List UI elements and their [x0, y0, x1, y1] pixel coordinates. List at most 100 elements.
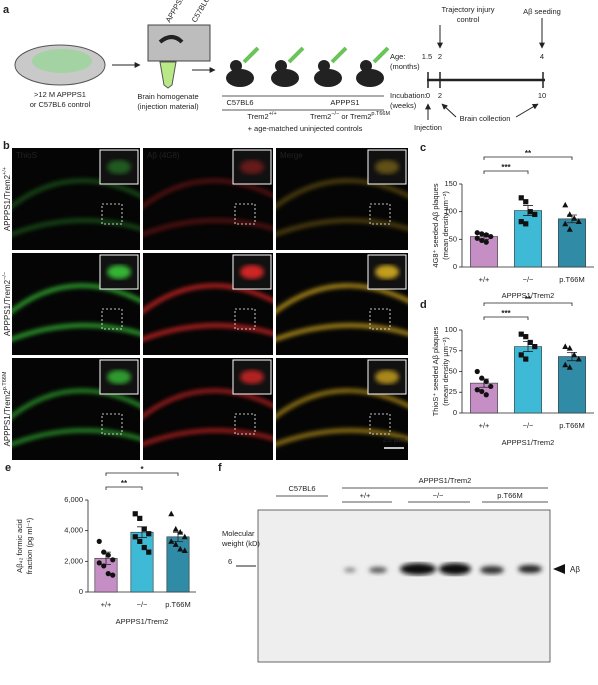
- lane-label: p.T66M: [497, 491, 522, 500]
- lane-label: −/−: [433, 491, 444, 500]
- bar: [558, 218, 586, 268]
- band-arrow: [553, 564, 565, 574]
- significance-bracket: [483, 170, 529, 174]
- lane-group-label: APPPS1/Trem2: [419, 476, 472, 485]
- blot-bands: [344, 563, 542, 575]
- significance-bracket: [483, 156, 573, 160]
- inset-stain: [240, 160, 264, 174]
- y-axis-label-line: ThioS⁺ seeded Aβ plaques: [431, 326, 440, 416]
- panel-b: b ThioS Aβ (4G8) MergeAPPPS1/Trem2+/+APPPS…: [2, 140, 408, 460]
- data-point: [483, 239, 489, 245]
- mice: [226, 46, 390, 87]
- data-point: [518, 195, 524, 201]
- homogenate-label: (injection material): [137, 102, 199, 111]
- blot-inset: [147, 24, 211, 62]
- row-label: APPPS1/Trem2p.T66M: [2, 371, 12, 446]
- blot-label: C57BL6: [190, 0, 211, 24]
- data-point: [101, 549, 107, 555]
- data-point: [523, 356, 529, 362]
- y-tick-label: 100: [444, 325, 457, 334]
- row-label-sup: +/+: [2, 167, 8, 175]
- significance-label: ***: [501, 309, 511, 318]
- zoom-box: [369, 203, 391, 225]
- timeline-label: Incubation:: [390, 91, 427, 100]
- y-axis-label: Aβ₄₂ formic acidfraction (pg ml⁻¹): [15, 517, 34, 574]
- stain-band: [276, 284, 408, 314]
- stain: [143, 389, 273, 446]
- data-point: [168, 510, 175, 517]
- timeline-label: (months): [390, 62, 420, 71]
- data-point: [566, 345, 573, 351]
- panel-letter: b: [3, 140, 10, 152]
- micrograph: [12, 253, 140, 355]
- data-point: [132, 534, 138, 540]
- y-tick-label: 0: [79, 587, 83, 596]
- week-tick: 2: [438, 91, 442, 100]
- y-tick-label: 50: [449, 366, 457, 375]
- inset-stain: [240, 265, 264, 279]
- x-tick-label: p.T66M: [165, 600, 190, 609]
- stain: [276, 389, 408, 446]
- data-point: [137, 515, 143, 521]
- row-label-base: APPPS1/Trem2: [3, 390, 12, 447]
- stain-band: [12, 284, 140, 314]
- inset-stain: [375, 160, 399, 174]
- stain: [12, 389, 140, 446]
- y-axis-label-line: 4G8⁺ seeded Aβ plaques: [431, 183, 440, 267]
- data-point: [518, 352, 524, 358]
- source-label: >12 M APPPS1: [34, 90, 86, 99]
- week-tick: 0: [426, 91, 430, 100]
- zoom-box: [101, 203, 123, 225]
- zoom-box: [234, 308, 256, 330]
- blot-label: APPPS1: [164, 0, 186, 24]
- stain: [12, 179, 140, 236]
- stain-band: [143, 428, 273, 446]
- y-tick-label: 0: [453, 262, 457, 271]
- data-point: [527, 339, 533, 346]
- timeline-label: Age:: [390, 52, 405, 61]
- data-point: [96, 560, 102, 566]
- significance-label: ***: [501, 163, 511, 172]
- age-tick: 1.5: [422, 52, 432, 61]
- age-tick: 4: [540, 52, 544, 61]
- data-point: [172, 525, 179, 532]
- bar-chart: e 0 2,000 4,000 6,000 Aβ₄₂ formic acidfractio…: [5, 462, 196, 626]
- bar: [470, 382, 498, 414]
- data-point: [562, 220, 569, 227]
- y-tick-label: 2,000: [64, 556, 83, 565]
- zoom-box: [101, 413, 123, 435]
- x-tick-label: +/+: [479, 421, 490, 430]
- y-axis-label: ThioS⁺ seeded Aβ plaques(mean density µm…: [431, 326, 450, 416]
- stain-band: [276, 389, 408, 419]
- panel-a: a >12 M APPPS1 or C57BL6 control APPPS1 …: [3, 0, 561, 133]
- panel-f: f C57BL6 APPPS1/Trem2 +/+ −/− p.T66M Mol…: [218, 462, 580, 663]
- inset-stain: [107, 265, 131, 279]
- bar: [514, 210, 542, 268]
- stain: [276, 284, 408, 341]
- micrograph: [276, 148, 408, 250]
- significance-bracket: [483, 302, 573, 306]
- x-tick-label: −/−: [137, 600, 148, 609]
- significance-label: **: [525, 295, 532, 304]
- stain: [143, 179, 273, 236]
- controls-label: + age-matched uninjected controls: [248, 124, 363, 133]
- row-label-sup: p.T66M: [2, 371, 8, 390]
- zoom-box: [234, 413, 256, 435]
- blot: [257, 509, 551, 663]
- significance-bracket: [105, 472, 179, 476]
- data-point: [479, 231, 485, 237]
- data-point: [566, 226, 573, 232]
- timeline-label: control: [457, 15, 480, 24]
- y-axis-label-line: (mean density µm⁻²): [441, 191, 450, 260]
- data-point: [562, 343, 569, 349]
- stain-band: [12, 179, 140, 209]
- data-point: [479, 237, 485, 244]
- stain-band: [143, 218, 273, 236]
- significance-label: *: [140, 465, 144, 474]
- stain-band: [12, 218, 140, 236]
- tube-icon: [159, 61, 177, 89]
- micrograph: [276, 253, 408, 355]
- x-axis-label: APPPS1/Trem2: [116, 617, 169, 626]
- data-point: [479, 388, 485, 395]
- timeline-label: Aβ seeding: [523, 7, 561, 16]
